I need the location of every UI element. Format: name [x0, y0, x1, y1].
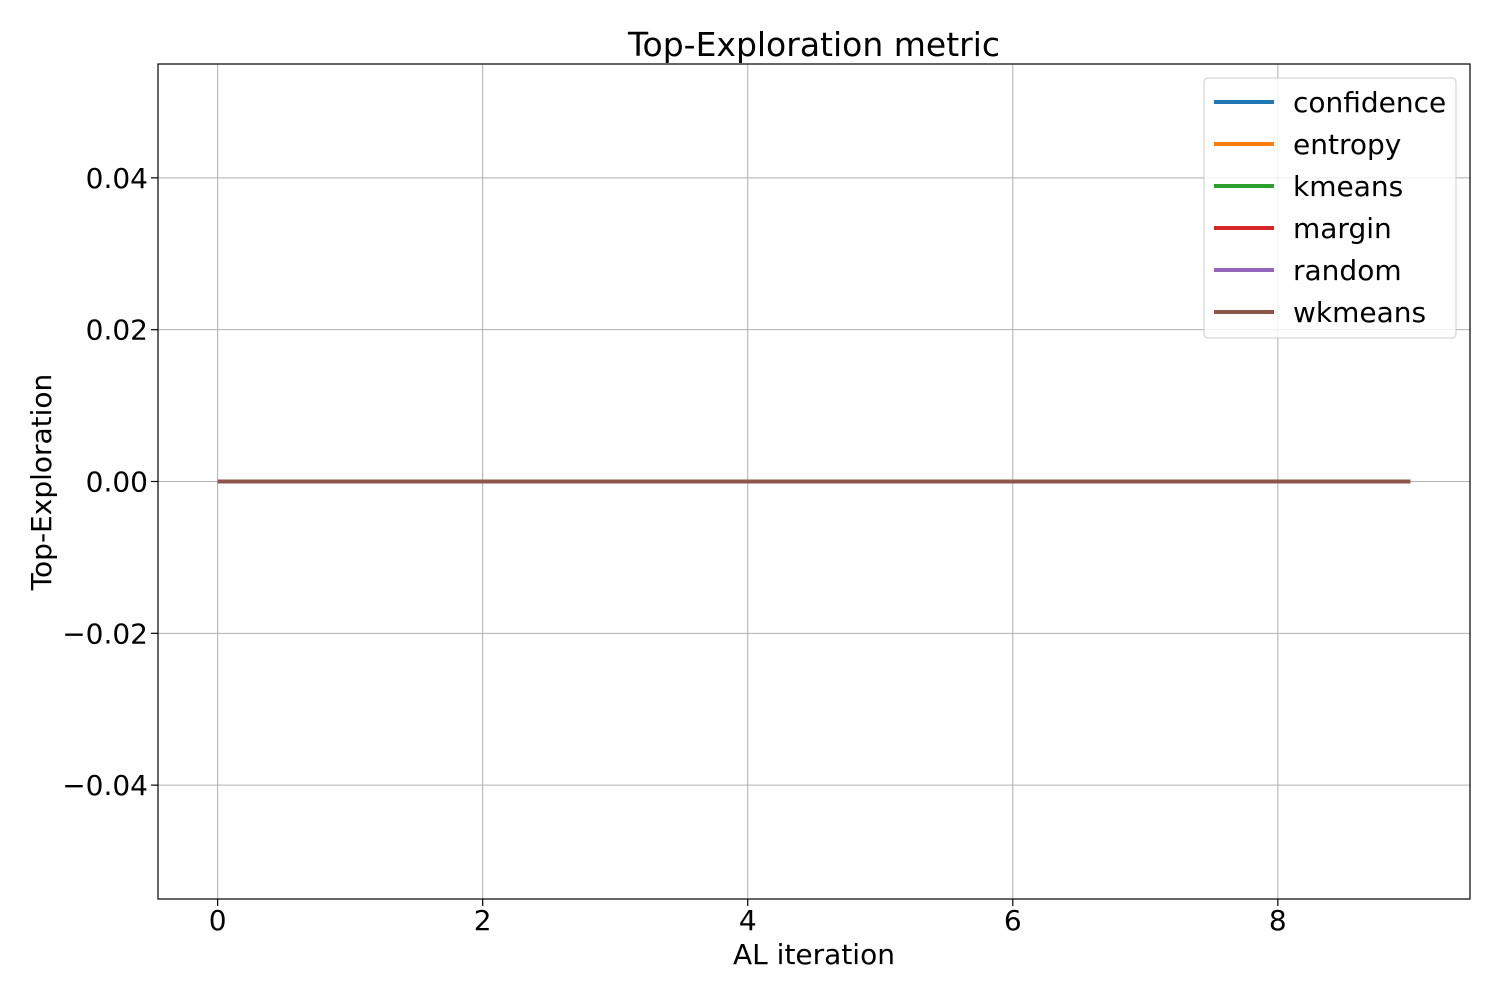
- legend-label-confidence: confidence: [1293, 86, 1446, 119]
- x-tick-label: 2: [474, 904, 492, 937]
- legend-label-wkmeans: wkmeans: [1293, 296, 1426, 329]
- x-tick-label: 0: [209, 904, 227, 937]
- legend-label-margin: margin: [1293, 212, 1392, 245]
- legend-label-random: random: [1293, 254, 1402, 287]
- x-tick-label: 8: [1269, 904, 1287, 937]
- y-axis-ticks: −0.04 −0.02 0.00 0.02 0.04: [62, 162, 158, 802]
- x-axis-ticks: 0 2 4 6 8: [209, 899, 1287, 937]
- x-tick-label: 6: [1004, 904, 1022, 937]
- x-axis-label: AL iteration: [733, 938, 895, 971]
- y-tick-label: 0.04: [86, 162, 148, 195]
- legend: confidence entropy kmeans margin random wkmea…: [1203, 77, 1457, 339]
- y-tick-label: 0.00: [86, 466, 148, 499]
- y-axis-label: Top-Exploration: [25, 374, 58, 592]
- y-tick-label: −0.02: [62, 617, 148, 650]
- y-tick-label: −0.04: [62, 769, 148, 802]
- legend-label-entropy: entropy: [1293, 128, 1401, 161]
- chart-title: Top-Exploration metric: [627, 25, 1000, 64]
- x-tick-label: 4: [739, 904, 757, 937]
- y-tick-label: 0.02: [86, 314, 148, 347]
- legend-label-kmeans: kmeans: [1293, 170, 1403, 203]
